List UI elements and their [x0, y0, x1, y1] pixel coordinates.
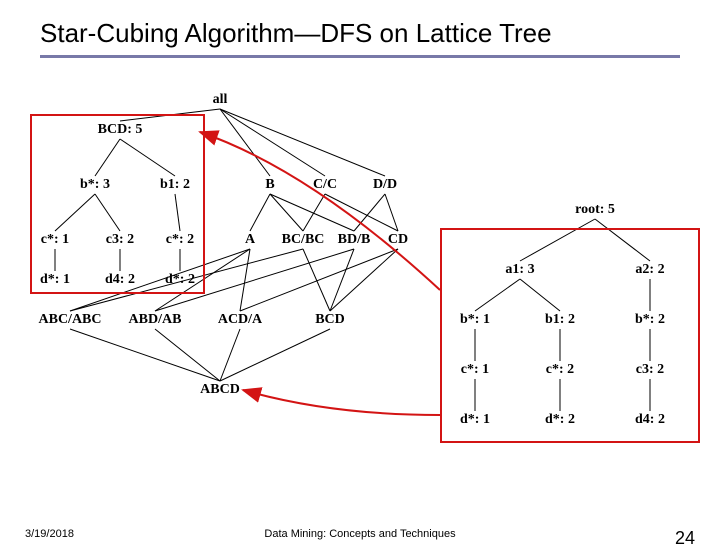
- node-a22: a2: 2: [635, 262, 664, 278]
- edge: [240, 249, 250, 311]
- edge: [220, 329, 240, 381]
- node-bs3: b*: 3: [80, 177, 110, 193]
- node-rb12: b1: 2: [545, 312, 575, 328]
- edge: [220, 109, 325, 176]
- edge: [330, 249, 354, 311]
- edge: [250, 194, 270, 231]
- node-rbs1: b*: 1: [460, 312, 490, 328]
- footer-date: 3/19/2018: [25, 528, 74, 540]
- node-ABCD: ABCD: [200, 382, 240, 398]
- node-rd42: d4: 2: [635, 412, 665, 428]
- node-cs1: c*: 1: [41, 232, 69, 248]
- footer-page: 24: [675, 528, 695, 549]
- edge: [155, 329, 220, 381]
- node-B: B: [265, 177, 274, 193]
- node-ds2: d*: 2: [165, 272, 195, 288]
- arrow-1: [243, 390, 440, 415]
- edge: [70, 329, 220, 381]
- node-BDB: BD/B: [338, 232, 371, 248]
- title-underline: [40, 55, 680, 58]
- node-root5: root: 5: [575, 202, 615, 218]
- node-ACDA: ACD/A: [218, 312, 262, 328]
- node-ABCABC: ABC/ABC: [38, 312, 101, 328]
- node-BCBC: BC/BC: [282, 232, 325, 248]
- edge: [303, 194, 325, 231]
- arrow-0: [200, 132, 440, 290]
- footer-center: Data Mining: Concepts and Techniques: [264, 528, 455, 540]
- edge: [303, 249, 330, 311]
- node-c32: c3: 2: [106, 232, 134, 248]
- node-b12: b1: 2: [160, 177, 190, 193]
- node-BCD5: BCD: 5: [98, 122, 143, 138]
- node-rc32: c3: 2: [636, 362, 664, 378]
- node-a13: a1: 3: [505, 262, 534, 278]
- highlight-box-1: [440, 228, 700, 443]
- edge: [220, 109, 385, 176]
- node-CC: C/C: [313, 177, 337, 193]
- edge: [270, 194, 354, 231]
- title-area: Star-Cubing Algorithm—DFS on Lattice Tre…: [0, 0, 720, 66]
- node-rcs2: c*: 2: [546, 362, 574, 378]
- node-d42: d4: 2: [105, 272, 135, 288]
- edge: [240, 249, 398, 311]
- node-ds1: d*: 1: [40, 272, 70, 288]
- edge: [330, 249, 398, 311]
- edge: [220, 109, 270, 176]
- edge: [385, 194, 398, 231]
- node-all: all: [213, 92, 228, 108]
- node-rbs2: b*: 2: [635, 312, 665, 328]
- edge: [270, 194, 303, 231]
- node-cs2: c*: 2: [166, 232, 194, 248]
- slide-title: Star-Cubing Algorithm—DFS on Lattice Tre…: [40, 18, 680, 49]
- edge: [325, 194, 398, 231]
- edge: [354, 194, 385, 231]
- node-CD: CD: [388, 232, 408, 248]
- diagram-stage: all BCD: 5 B C/C D/D b*: 3 b1: 2 c*: 1 c3: 2 c*: …: [0, 70, 720, 490]
- node-BCDn: BCD: [315, 312, 345, 328]
- node-rcs1: c*: 1: [461, 362, 489, 378]
- node-A: A: [245, 232, 255, 248]
- edge: [220, 329, 330, 381]
- node-DD: D/D: [373, 177, 397, 193]
- node-rds2: d*: 2: [545, 412, 575, 428]
- highlight-box-0: [30, 114, 205, 294]
- node-ABDAB: ABD/AB: [129, 312, 182, 328]
- node-rds1: d*: 1: [460, 412, 490, 428]
